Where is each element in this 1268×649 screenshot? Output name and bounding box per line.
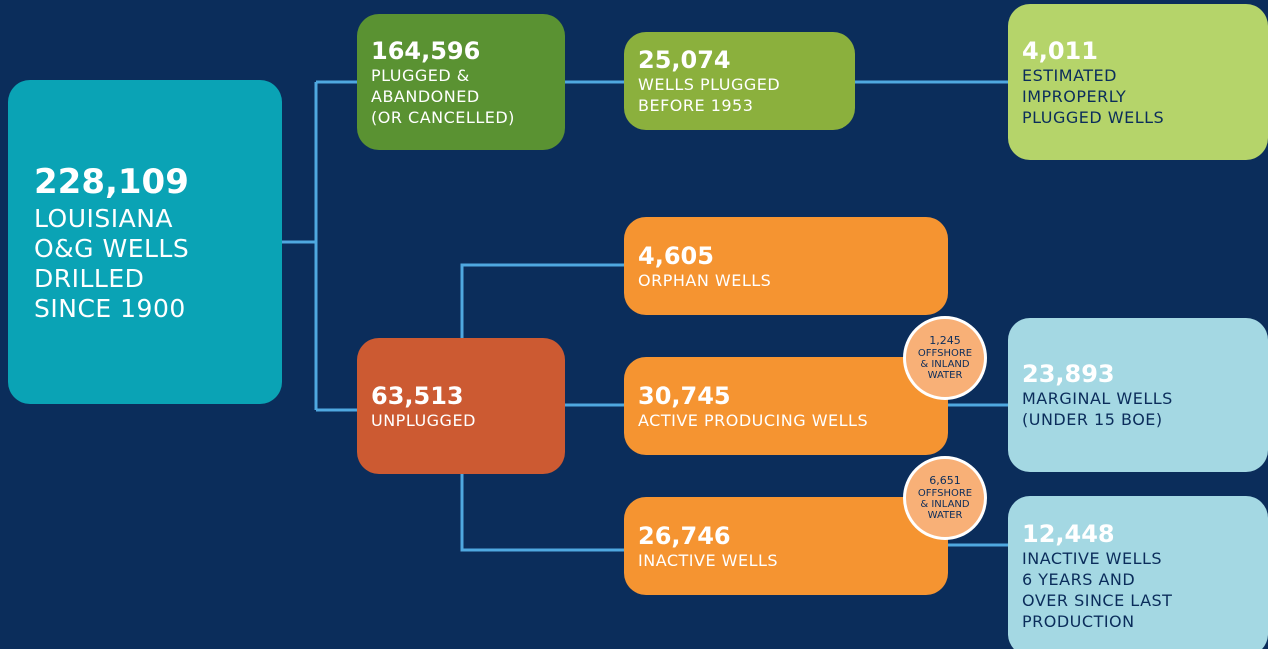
connector <box>460 263 624 552</box>
badge-label: & INLAND <box>920 499 970 510</box>
node-label: INACTIVE WELLS <box>638 550 779 570</box>
node-value: 23,893 <box>1022 360 1115 388</box>
node-value: 4,605 <box>638 241 714 270</box>
badge-label: OFFSHORE <box>917 488 973 499</box>
node: 164,596 PLUGGED & ABANDONED (OR CANCELLED) <box>357 14 565 150</box>
node-label: ABANDONED <box>371 86 480 106</box>
badge: 6,651 OFFSHORE & INLAND WATER <box>903 456 987 540</box>
node-label: DRILLED <box>34 264 145 293</box>
node: 30,745 ACTIVE PRODUCING WELLS <box>624 357 948 455</box>
badge-label: WATER <box>927 510 963 521</box>
badge: 1,245 OFFSHORE & INLAND WATER <box>903 316 987 400</box>
node-label: ACTIVE PRODUCING WELLS <box>638 410 869 430</box>
node-label: PLUGGED WELLS <box>1022 107 1165 127</box>
node-label: BEFORE 1953 <box>638 96 754 115</box>
badge-label: OFFSHORE <box>917 348 973 359</box>
node-value: 63,513 <box>371 381 464 410</box>
node-label: IMPROPERLY <box>1022 86 1127 106</box>
node-value: 228,109 <box>34 162 189 202</box>
node: 228,109 LOUISIANA O&G WELLS DRILLED SINCE 19… <box>8 80 282 404</box>
node-label: (OR CANCELLED) <box>371 107 515 127</box>
node: 26,746 INACTIVE WELLS <box>624 497 948 595</box>
node-label: PRODUCTION <box>1022 612 1135 631</box>
connector <box>948 403 1008 547</box>
node: 4,011 ESTIMATED IMPROPERLY PLUGGED WELLS <box>1008 4 1268 160</box>
badge-label: WATER <box>927 370 963 381</box>
node-label: LOUISIANA <box>34 204 174 233</box>
node-label: (UNDER 15 BOE) <box>1022 410 1163 429</box>
node-label: ORPHAN WELLS <box>638 270 772 290</box>
node-label: OVER SINCE LAST <box>1022 591 1173 610</box>
node: 63,513 UNPLUGGED <box>357 338 565 474</box>
node-label: ESTIMATED <box>1022 65 1117 85</box>
node-value: 12,448 <box>1022 520 1115 548</box>
node-label: 6 YEARS AND <box>1022 570 1136 589</box>
node: 4,605 ORPHAN WELLS <box>624 217 948 315</box>
badge-value: 1,245 <box>929 334 961 347</box>
node-label: MARGINAL WELLS <box>1022 389 1173 408</box>
badge-value: 6,651 <box>929 474 961 487</box>
node: 12,448 INACTIVE WELLS 6 YEARS AND OVER SINC… <box>1008 496 1268 649</box>
node-value: 26,746 <box>638 521 731 550</box>
node-label: UNPLUGGED <box>371 410 476 430</box>
node: 23,893 MARGINAL WELLS (UNDER 15 BOE) <box>1008 318 1268 472</box>
node-label: INACTIVE WELLS <box>1022 549 1163 568</box>
node-label: O&G WELLS <box>34 234 190 263</box>
node-value: 30,745 <box>638 381 731 410</box>
node-label: SINCE 1900 <box>34 294 186 323</box>
node-label: PLUGGED & <box>371 65 470 85</box>
connector <box>282 80 357 412</box>
node: 25,074 WELLS PLUGGED BEFORE 1953 <box>624 32 855 130</box>
badge-label: & INLAND <box>920 359 970 370</box>
node-value: 164,596 <box>371 36 481 65</box>
node-label: WELLS PLUGGED <box>638 75 781 94</box>
node-value: 4,011 <box>1022 36 1098 65</box>
node-value: 25,074 <box>638 46 731 74</box>
